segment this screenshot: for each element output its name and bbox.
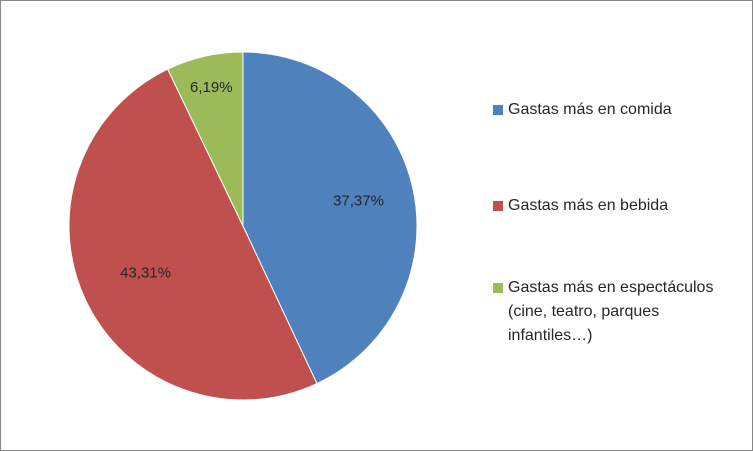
legend-swatch-bebida [493, 201, 503, 211]
legend-label-comida: Gastas más en comida [508, 101, 672, 118]
data-label-espectaculos: 6,19% [190, 79, 233, 96]
legend-swatch-espectaculos [493, 283, 503, 293]
legend-label-espectaculos: Gastas más en espectáculos (cine, teatro… [508, 279, 714, 344]
pie-slice-espectaculos [167, 51, 244, 227]
pie-slice-comida [242, 51, 418, 385]
legend-item-comida: Gastas más en comida [493, 98, 743, 122]
legend: Gastas más en comida Gastas más en bebid… [493, 98, 743, 348]
legend-item-bebida: Gastas más en bebida [493, 194, 743, 218]
legend-label-bebida: Gastas más en bebida [508, 197, 669, 214]
pie-slice-bebida [68, 68, 318, 401]
data-label-comida: 37,37% [333, 192, 384, 209]
pie-data-labels: 37,37% 43,31% 6,19% [120, 79, 384, 281]
data-label-bebida: 43,31% [120, 264, 171, 281]
legend-item-espectaculos: Gastas más en espectáculos (cine, teatro… [493, 276, 743, 348]
pie-slices [68, 51, 418, 401]
legend-swatch-comida [493, 105, 503, 115]
